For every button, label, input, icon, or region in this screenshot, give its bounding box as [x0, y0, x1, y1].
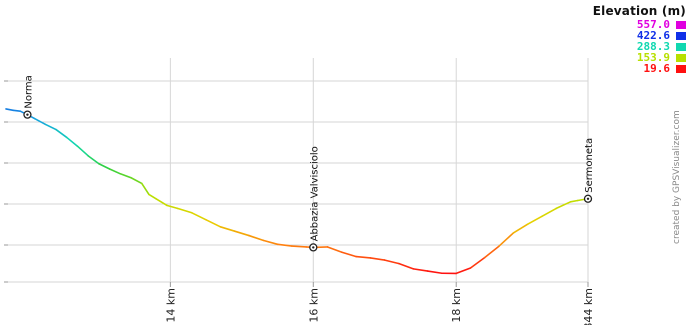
- elevation-segment: [484, 245, 500, 259]
- elevation-segment: [76, 145, 89, 157]
- waypoint-label: Sermoneta: [584, 138, 595, 193]
- elevation-segment: [326, 246, 343, 254]
- elevation-segment: [383, 259, 400, 265]
- waypoint-marker-dot: [586, 197, 590, 200]
- elevation-segment: [98, 162, 111, 170]
- elevation-segment: [412, 268, 429, 272]
- elevation-segment: [369, 257, 386, 261]
- legend-swatch: [676, 31, 686, 40]
- legend-swatch: [676, 20, 686, 29]
- elevation-segment: [140, 182, 150, 196]
- elevation-segment: [165, 204, 179, 210]
- elevation-segment: [341, 251, 357, 258]
- legend-entry-label: 153.9: [636, 51, 670, 64]
- elevation-segment: [555, 201, 572, 210]
- waypoint-marker-dot: [26, 113, 29, 116]
- elevation-segment: [5, 108, 14, 112]
- elevation-segment: [176, 207, 193, 214]
- legend-entry: 422.6: [546, 30, 686, 41]
- chart-legend: Elevation (m) 557.0 422.6 288.3 153.9 19…: [546, 4, 686, 74]
- elevation-segment: [219, 226, 236, 232]
- legend-swatch: [676, 42, 686, 51]
- elevation-segment: [248, 234, 265, 242]
- x-tick-label: 14 km: [164, 288, 177, 323]
- legend-entry: 153.9: [546, 52, 686, 63]
- legend-title: Elevation (m): [592, 4, 686, 18]
- elevation-segment: [12, 109, 22, 112]
- elevation-segment: [33, 117, 47, 126]
- legend-entry-label: 422.6: [636, 29, 670, 42]
- legend-entry: 288.3: [546, 41, 686, 52]
- elevation-segment: [569, 199, 579, 203]
- elevation-segment: [426, 270, 443, 275]
- elevation-segment: [130, 176, 143, 185]
- elevation-segment: [44, 123, 57, 131]
- elevation-segment: [233, 230, 250, 237]
- legend-entry-label: 288.3: [636, 40, 670, 53]
- elevation-segment: [148, 193, 157, 200]
- elevation-series: [5, 108, 589, 275]
- x-tick-label: 9.844 km: [582, 288, 595, 325]
- legend-swatch: [676, 64, 686, 73]
- waypoint-label: Norma: [23, 75, 34, 108]
- elevation-segment: [526, 215, 543, 225]
- legend-entry: 19.6: [546, 63, 686, 74]
- elevation-segment: [512, 223, 529, 234]
- legend-entry-label: 557.0: [636, 18, 670, 31]
- elevation-segment: [291, 245, 307, 248]
- elevation-segment: [541, 207, 558, 218]
- elevation-segment: [119, 172, 132, 179]
- legend-entry-label: 19.6: [643, 62, 671, 75]
- elevation-segment: [262, 239, 279, 246]
- elevation-segment: [87, 155, 100, 165]
- elevation-segment: [65, 136, 79, 148]
- elevation-segment: [498, 232, 515, 247]
- elevation-segment: [191, 211, 207, 221]
- waypoint-marker-dot: [312, 246, 315, 249]
- legend-entry: 557.0: [546, 19, 686, 30]
- elevation-segment: [398, 262, 415, 270]
- elevation-segment: [55, 128, 68, 139]
- elevation-segment: [108, 168, 122, 175]
- waypoint-label: Abbazia Valvisciolo: [309, 146, 320, 241]
- x-tick-label: 16 km: [307, 288, 320, 323]
- elevation-segment: [205, 218, 222, 228]
- credit-text: created by GPSVisualizer.com: [672, 110, 682, 244]
- x-tick-label: 18 km: [450, 288, 463, 323]
- elevation-segment: [276, 243, 293, 247]
- elevation-segment: [455, 267, 472, 275]
- legend-swatch: [676, 53, 686, 62]
- elevation-segment: [155, 197, 168, 207]
- elevation-segment: [355, 255, 372, 259]
- elevation-segment: [469, 256, 486, 269]
